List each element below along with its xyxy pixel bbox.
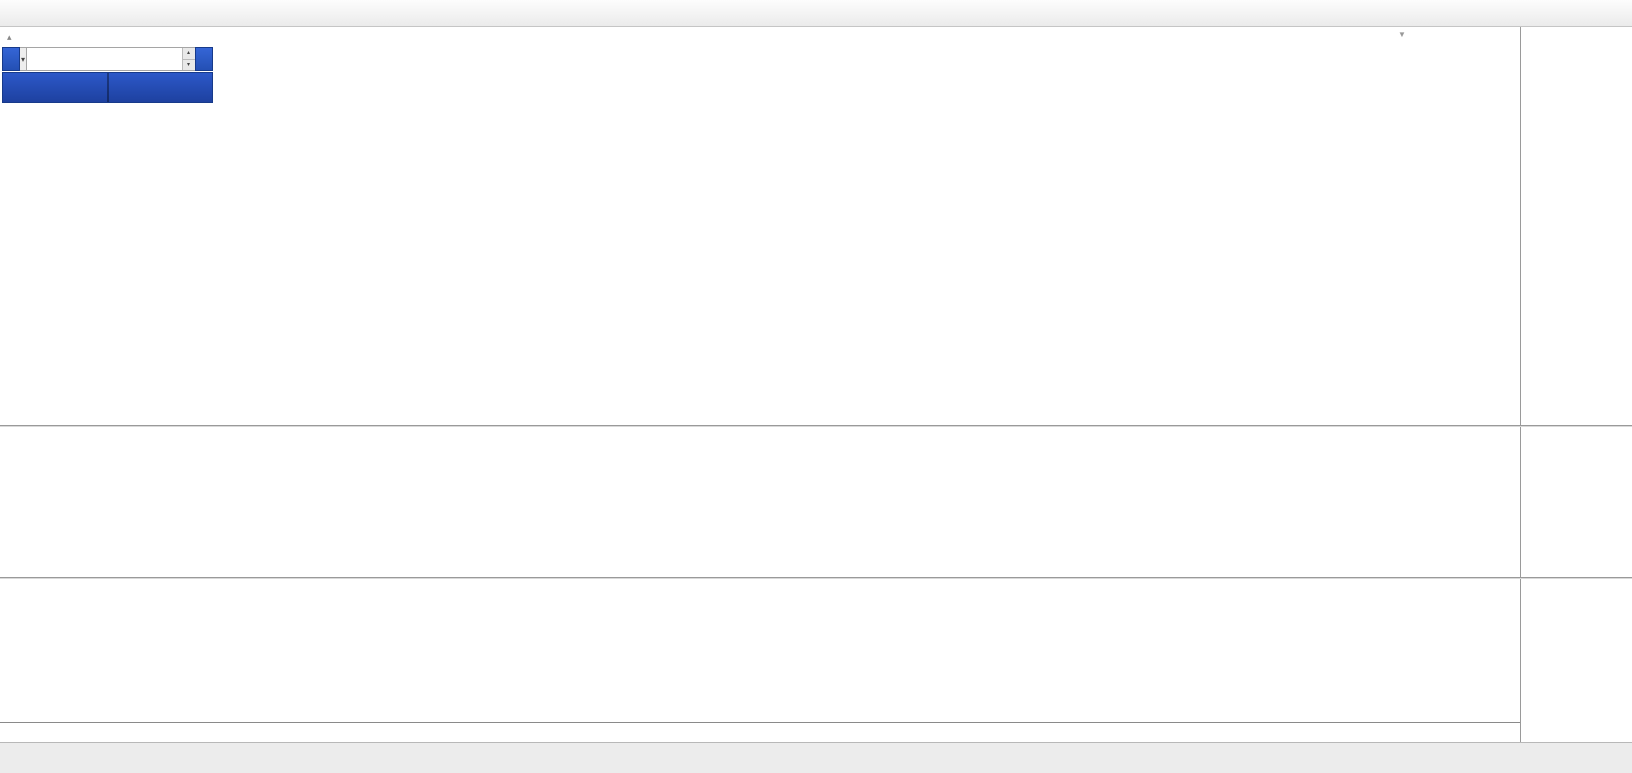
volume-increase-button[interactable]: ▴ (182, 48, 195, 60)
volume-input[interactable] (26, 48, 182, 70)
buy-price-button[interactable] (109, 73, 213, 102)
volume-spinner: ▴ ▾ (181, 48, 195, 70)
macd-label (7, 431, 19, 443)
price-divider (106, 73, 109, 102)
one-click-trading-panel: ▾ ▴ ▾ (2, 47, 214, 103)
symbol-marker-icon: ▴ (7, 32, 12, 42)
rsi-label (7, 583, 15, 595)
volume-decrease-button[interactable]: ▾ (182, 59, 195, 70)
pane-separator-macd[interactable] (0, 425, 1632, 427)
chart-shift-marker[interactable]: ▼ (1398, 30, 1406, 39)
rsi-pane[interactable] (0, 579, 1520, 722)
symbol-ohlc-line: ▴ (7, 31, 36, 43)
sell-button[interactable] (2, 47, 21, 71)
pane-separator-rsi[interactable] (0, 577, 1632, 579)
price-axis-column[interactable] (1520, 27, 1632, 742)
macd-pane[interactable] (0, 427, 1520, 577)
volume-dropdown-button[interactable]: ▾ (20, 47, 27, 71)
time-axis[interactable] (0, 722, 1520, 742)
price-chart-pane[interactable]: ▴ ▾ ▴ ▾ (0, 27, 1520, 425)
sell-price-button[interactable] (3, 73, 107, 102)
buy-button[interactable] (194, 47, 214, 71)
bottom-strip (0, 742, 1632, 773)
volume-box: ▴ ▾ (26, 47, 195, 71)
toolbar (0, 0, 1632, 27)
